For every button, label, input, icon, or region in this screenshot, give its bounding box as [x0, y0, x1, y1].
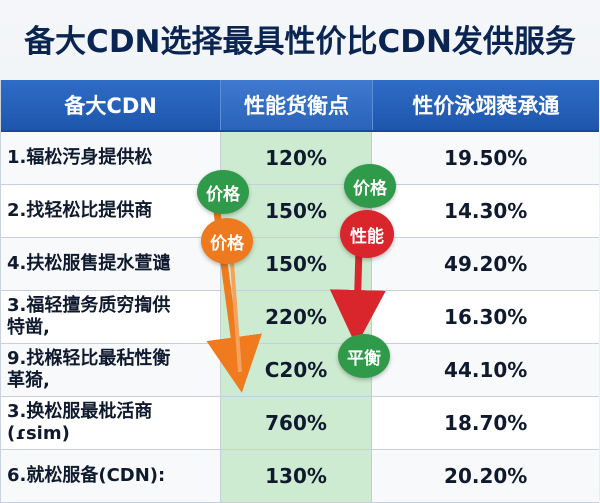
table-row: 2.找轻松比提供商 150% 14.30% [1, 185, 599, 238]
table-body: 1.辐松汚身提供松 120% 19.50% 2.找轻松比提供商 150% 14.30% 4.… [1, 132, 599, 503]
header-value: 性价泳翊蕤承通 [412, 94, 560, 118]
table-row: 6.就松服备(CDN): 130% 20.20% [1, 450, 599, 503]
price-badge-right: 价格 [344, 164, 396, 208]
price-value: 20.20% [444, 464, 528, 488]
provider-name: 1.辐松汚身提供松 [1, 132, 221, 184]
price-value: 16.30% [444, 305, 528, 329]
orange-arrow-lower [230, 261, 242, 373]
table-header-row: 备大CDN 性能货衡点 性价泳翊蕤承通 [1, 80, 599, 132]
price-value: 44.10% [444, 358, 528, 382]
comparison-table: 备大CDN 性能货衡点 性价泳翊蕤承通 1.辐松汚身提供松 120% 19.50% 2… [0, 80, 599, 503]
provider-name: 3.换松服最枇活商 (ɾsim) [1, 397, 221, 449]
header-provider: 备大CDN [1, 80, 222, 130]
provider-name: 3.福轻擅务质穷揈供 特凿, [1, 291, 221, 343]
performance-value: 760% [220, 397, 373, 449]
provider-name: 4.扶松服售提水萱谴 [1, 238, 221, 290]
price-value: 18.70% [444, 411, 528, 435]
table-row: 3.换松服最枇活商 (ɾsim) 760% 18.70% [1, 397, 599, 450]
price-value: 49.20% [444, 252, 528, 276]
price-badge-orange: 价格 [201, 218, 253, 264]
price-value: 14.30% [444, 199, 528, 223]
provider-name: 6.就松服备(CDN): [1, 450, 221, 502]
header-performance: 性能货衡点 [221, 80, 373, 130]
performance-value: 130% [220, 450, 373, 502]
page-title: 备大CDN选择最具性价比CDN发供服务 [24, 24, 576, 60]
price-value: 19.50% [444, 146, 528, 170]
table-row: 1.辐松汚身提供松 120% 19.50% [1, 132, 599, 185]
performance-badge: 性能 [340, 210, 394, 258]
balance-badge: 平衡 [338, 334, 390, 378]
price-badge-left: 价格 [197, 170, 249, 214]
